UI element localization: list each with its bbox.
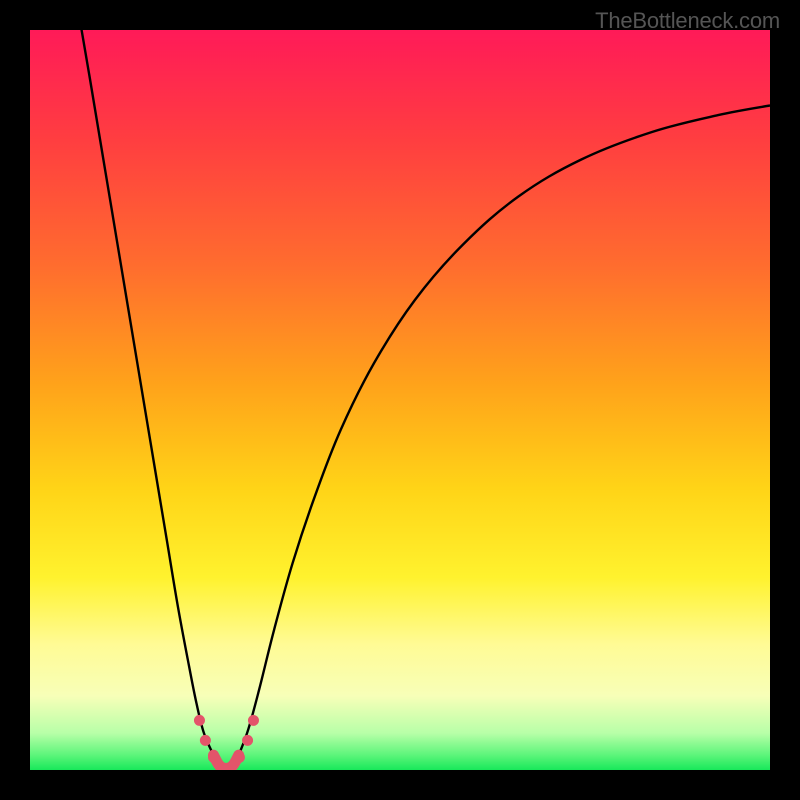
chart-container: TheBottleneck.com	[0, 0, 800, 800]
gradient-background	[30, 30, 770, 770]
valley-dot	[242, 735, 253, 746]
bottleneck-curve-chart	[0, 0, 800, 800]
valley-dot	[208, 752, 219, 763]
valley-dot	[200, 735, 211, 746]
valley-dot	[234, 752, 245, 763]
watermark-text: TheBottleneck.com	[595, 8, 780, 34]
valley-dot	[194, 715, 205, 726]
valley-dot	[248, 715, 259, 726]
